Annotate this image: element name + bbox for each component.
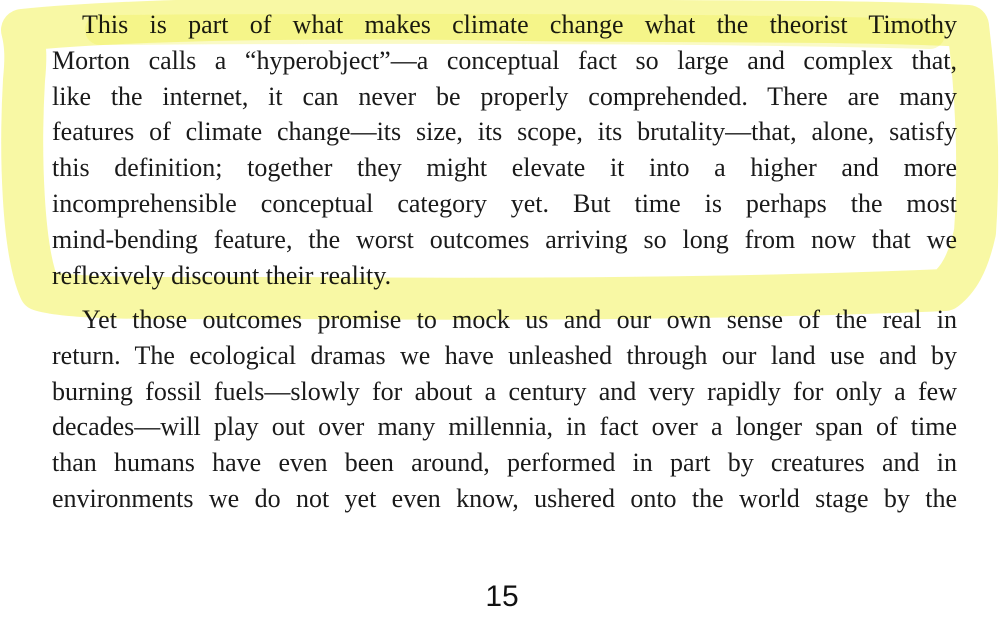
text-line: features of climate change—its size, its… bbox=[52, 117, 957, 147]
text-line: mind-bending feature, the worst outcomes… bbox=[52, 224, 957, 254]
text-line: than humans have even been around, perfo… bbox=[52, 448, 957, 478]
text-line: decades—will play out over many millenni… bbox=[52, 412, 957, 442]
text-line: reflexively discount their reality. bbox=[52, 260, 392, 290]
text-line: like the internet, it can never be prope… bbox=[52, 81, 957, 111]
text-line: return. The ecological dramas we have un… bbox=[52, 340, 957, 370]
text-line: This is part of what makes climate chang… bbox=[82, 10, 957, 39]
text-line: Yet those outcomes promise to mock us an… bbox=[82, 305, 957, 334]
text-line: incomprehensible conceptual category yet… bbox=[52, 188, 957, 218]
paragraph-hyperobject: This is part of what makes climate chang… bbox=[52, 7, 957, 293]
text-line: environments we do not yet even know, us… bbox=[52, 483, 957, 513]
page-number: 15 bbox=[485, 580, 519, 613]
text-line: this definition; together they might ele… bbox=[52, 153, 957, 183]
text-line: Morton calls a “hyperobject”—a conceptua… bbox=[52, 45, 957, 75]
paragraph-outcomes: Yet those outcomes promise to mock us an… bbox=[52, 302, 957, 517]
text-line: burning fossil fuels—slowly for about a … bbox=[52, 376, 957, 406]
